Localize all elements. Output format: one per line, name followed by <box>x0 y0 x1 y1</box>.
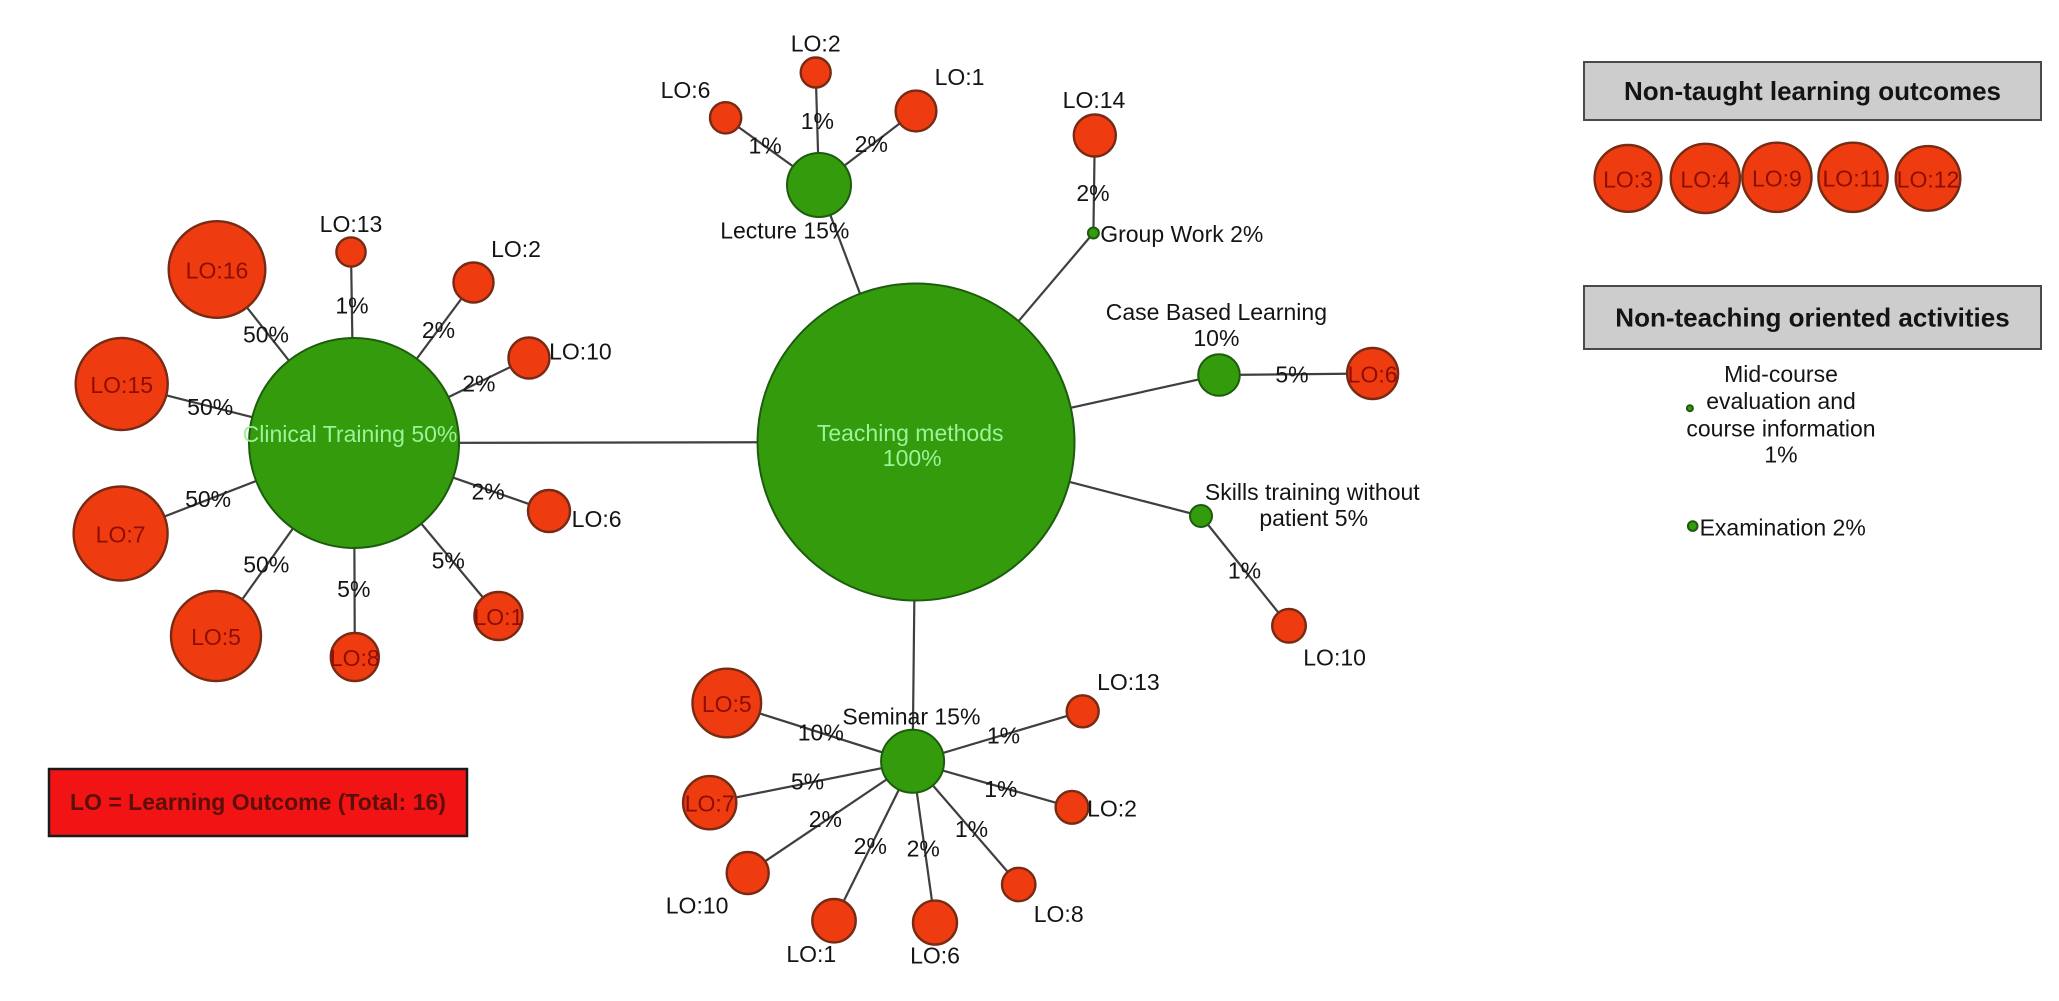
svg-text:Lecture 15%: Lecture 15% <box>720 217 849 243</box>
svg-text:2%: 2% <box>471 478 504 504</box>
svg-text:Non-teaching oriented activiti: Non-teaching oriented activities <box>1615 303 2009 333</box>
svg-text:1%: 1% <box>801 108 834 134</box>
svg-text:LO:11: LO:11 <box>1823 165 1884 191</box>
svg-text:Teaching methods: Teaching methods <box>817 420 1004 446</box>
svg-text:1%: 1% <box>335 293 368 319</box>
svg-text:2%: 2% <box>855 131 888 157</box>
svg-text:2%: 2% <box>1076 180 1109 206</box>
svg-text:Group Work 2%: Group Work 2% <box>1100 221 1263 247</box>
svg-text:Non-taught learning outcomes: Non-taught learning outcomes <box>1624 76 2001 106</box>
svg-text:2%: 2% <box>809 806 842 832</box>
svg-text:evaluation and: evaluation and <box>1706 388 1856 414</box>
svg-text:100%: 100% <box>883 445 942 471</box>
svg-text:50%: 50% <box>243 552 289 578</box>
svg-text:2%: 2% <box>854 833 887 859</box>
svg-text:LO:13: LO:13 <box>1097 669 1160 695</box>
svg-text:LO:4: LO:4 <box>1680 166 1730 192</box>
svg-text:1%: 1% <box>748 133 781 159</box>
svg-text:Case Based Learning: Case Based Learning <box>1106 299 1327 325</box>
svg-text:LO = Learning Outcome (Total:: LO = Learning Outcome (Total: 16) <box>70 789 446 815</box>
svg-text:LO:6: LO:6 <box>661 77 711 103</box>
svg-text:LO:2: LO:2 <box>1087 795 1137 821</box>
svg-text:LO:10: LO:10 <box>666 893 729 919</box>
svg-text:5%: 5% <box>432 547 465 573</box>
svg-text:LO:12: LO:12 <box>1897 166 1960 192</box>
svg-text:LO:1: LO:1 <box>473 604 523 630</box>
svg-text:5%: 5% <box>791 768 824 794</box>
svg-text:5%: 5% <box>1275 362 1308 388</box>
svg-text:Mid-course: Mid-course <box>1724 361 1838 387</box>
svg-text:Clinical Training 50%: Clinical Training 50% <box>243 421 458 447</box>
svg-text:LO:13: LO:13 <box>320 211 383 237</box>
svg-text:10%: 10% <box>798 720 844 746</box>
svg-text:LO:15: LO:15 <box>90 372 153 398</box>
svg-text:LO:3: LO:3 <box>1603 166 1653 192</box>
svg-text:Examination 2%: Examination 2% <box>1700 515 1866 541</box>
svg-text:50%: 50% <box>185 486 231 512</box>
svg-text:LO:9: LO:9 <box>1752 165 1802 191</box>
svg-text:2%: 2% <box>907 835 940 861</box>
svg-text:50%: 50% <box>187 394 233 420</box>
svg-text:10%: 10% <box>1193 325 1239 351</box>
svg-text:LO:10: LO:10 <box>1303 644 1366 670</box>
svg-text:LO:6: LO:6 <box>1348 362 1398 388</box>
svg-text:LO:1: LO:1 <box>935 64 985 90</box>
svg-text:LO:10: LO:10 <box>549 339 612 365</box>
svg-text:LO:7: LO:7 <box>685 791 735 817</box>
svg-text:Seminar 15%: Seminar 15% <box>842 704 980 730</box>
svg-text:Skills training without: Skills training without <box>1205 479 1420 505</box>
svg-text:LO:1: LO:1 <box>786 941 836 967</box>
svg-text:1%: 1% <box>1228 558 1261 584</box>
svg-text:1%: 1% <box>955 816 988 842</box>
svg-text:1%: 1% <box>987 722 1020 748</box>
svg-text:LO:6: LO:6 <box>572 506 622 532</box>
svg-text:LO:2: LO:2 <box>491 236 541 262</box>
svg-text:2%: 2% <box>422 317 455 343</box>
svg-text:2%: 2% <box>462 370 495 396</box>
svg-text:LO:8: LO:8 <box>330 645 380 671</box>
svg-text:LO:2: LO:2 <box>791 30 841 56</box>
svg-text:LO:16: LO:16 <box>186 258 249 284</box>
svg-text:LO:5: LO:5 <box>702 691 752 717</box>
svg-text:5%: 5% <box>337 576 370 602</box>
svg-text:LO:5: LO:5 <box>191 624 241 650</box>
svg-text:1%: 1% <box>984 776 1017 802</box>
svg-text:patient 5%: patient 5% <box>1259 505 1368 531</box>
svg-text:50%: 50% <box>243 322 289 348</box>
svg-text:course information: course information <box>1686 416 1875 442</box>
svg-text:LO:14: LO:14 <box>1063 87 1126 113</box>
svg-text:1%: 1% <box>1764 441 1797 467</box>
svg-text:LO:8: LO:8 <box>1034 901 1084 927</box>
svg-text:LO:6: LO:6 <box>910 942 960 968</box>
svg-text:LO:7: LO:7 <box>96 522 146 548</box>
